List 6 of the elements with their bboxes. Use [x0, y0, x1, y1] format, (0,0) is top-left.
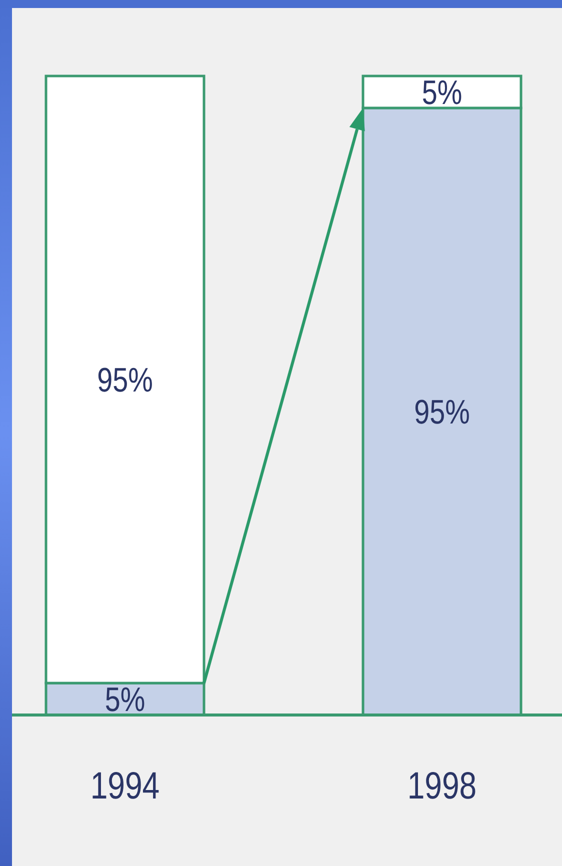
x-tick-label: 1994: [90, 765, 160, 808]
data-label: 95%: [97, 360, 153, 400]
data-label: 5%: [104, 680, 146, 719]
data-label: 95%: [414, 392, 470, 432]
x-tick-label: 1998: [407, 765, 477, 808]
data-label: 5%: [422, 73, 462, 112]
